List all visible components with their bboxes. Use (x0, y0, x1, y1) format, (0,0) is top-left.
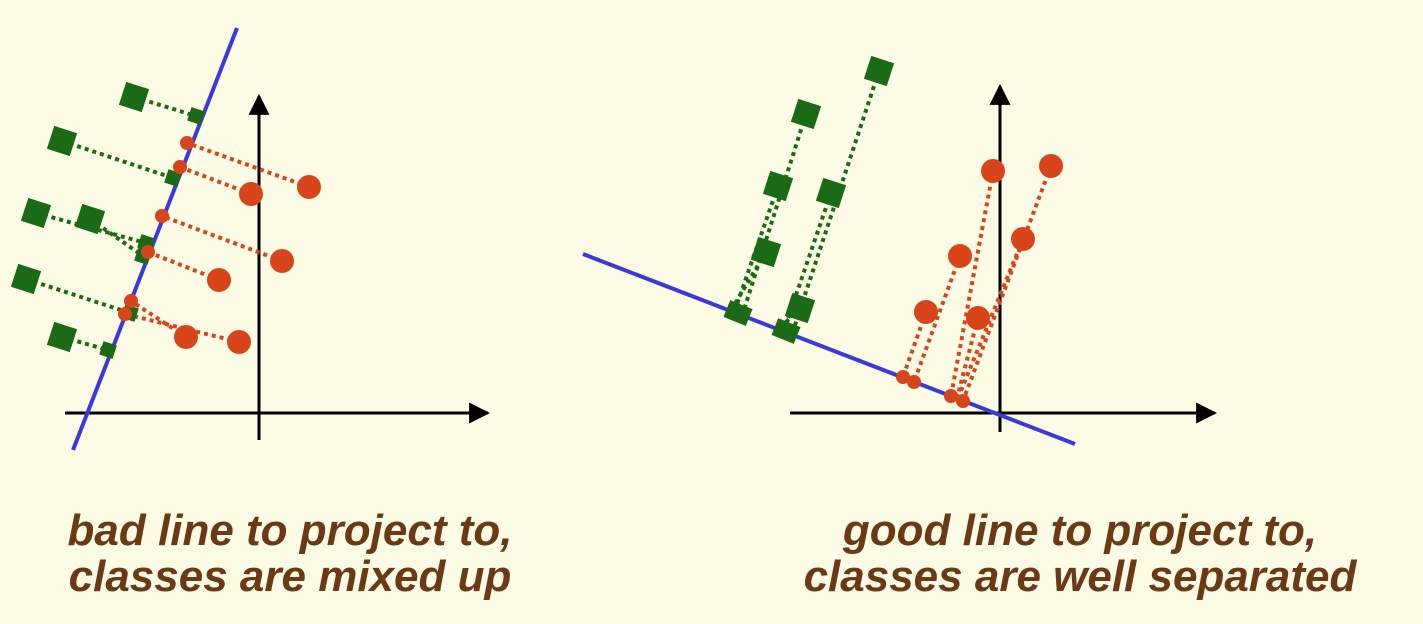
projected-square-point (187, 107, 205, 125)
panel-bad-projection (10, 27, 491, 451)
square-point (790, 98, 822, 130)
square-point (750, 236, 782, 268)
circle-point (297, 175, 321, 199)
projected-circles (118, 136, 194, 321)
projection-dotted-line (740, 113, 808, 317)
circle-point (239, 182, 263, 206)
circle-point (270, 249, 294, 273)
square-point (46, 125, 78, 157)
caption-line-1: bad line to project to, (67, 506, 513, 555)
projected-circle-point (124, 294, 138, 308)
square-point (762, 170, 794, 202)
square-point (118, 81, 150, 113)
projected-circle-point (896, 370, 910, 384)
projected-square-point (771, 318, 801, 344)
class-circle-points (914, 154, 1063, 330)
square-point (74, 203, 106, 235)
square-point (863, 55, 895, 87)
projection-line (71, 27, 239, 451)
projected-circle-point (907, 375, 921, 389)
projection-dotted-line (161, 214, 283, 263)
square-point (46, 321, 78, 353)
caption-line-1: good line to project to, (842, 506, 1318, 555)
circle-point (1039, 154, 1063, 178)
projected-circle-point (173, 160, 187, 174)
circle-point (948, 244, 972, 268)
projection-dotted-line (186, 141, 310, 189)
square-point (20, 197, 52, 229)
caption-line-2: classes are well separated (803, 552, 1357, 601)
caption-bad-projection: bad line to project to, classes are mixe… (0, 508, 580, 600)
projected-circle-point (180, 136, 194, 150)
circle-point (227, 330, 251, 354)
circle-point (174, 325, 198, 349)
projected-circle-point (944, 389, 958, 403)
projected-circle-point (141, 245, 155, 259)
projected-squares (723, 300, 801, 344)
projection-dotted-line (25, 277, 131, 315)
class-circle-projections (901, 165, 1053, 402)
projection-dotted-line (949, 170, 995, 397)
circle-point (914, 300, 938, 324)
square-point (815, 177, 847, 209)
projected-circle-point (118, 307, 132, 321)
projection-dotted-line (912, 255, 962, 383)
square-point (784, 292, 816, 324)
square-point (10, 263, 42, 295)
projected-square-point (164, 169, 182, 187)
panel-good-projection (582, 55, 1218, 446)
class-square-points (10, 81, 150, 353)
circle-point (981, 159, 1005, 183)
class-circle-points (174, 175, 321, 354)
circle-point (1011, 227, 1035, 251)
circle-point (966, 306, 990, 330)
class-square-points (750, 55, 895, 324)
projection-dotted-line (961, 165, 1053, 402)
circle-point (207, 268, 231, 292)
caption-good-projection: good line to project to, classes are wel… (740, 508, 1420, 600)
projected-square-point (99, 341, 117, 359)
caption-line-2: classes are mixed up (68, 552, 512, 601)
projected-circle-point (155, 209, 169, 223)
projection-dotted-line (61, 139, 174, 180)
projection-line (582, 252, 1076, 446)
projection-dotted-line (955, 317, 980, 399)
projected-circle-point (956, 394, 970, 408)
projected-square-point (723, 300, 753, 326)
projected-circles (896, 370, 970, 408)
